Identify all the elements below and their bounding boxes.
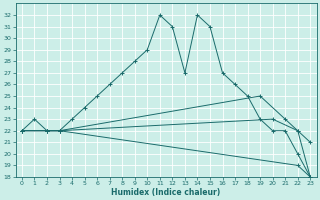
X-axis label: Humidex (Indice chaleur): Humidex (Indice chaleur) [111,188,221,197]
